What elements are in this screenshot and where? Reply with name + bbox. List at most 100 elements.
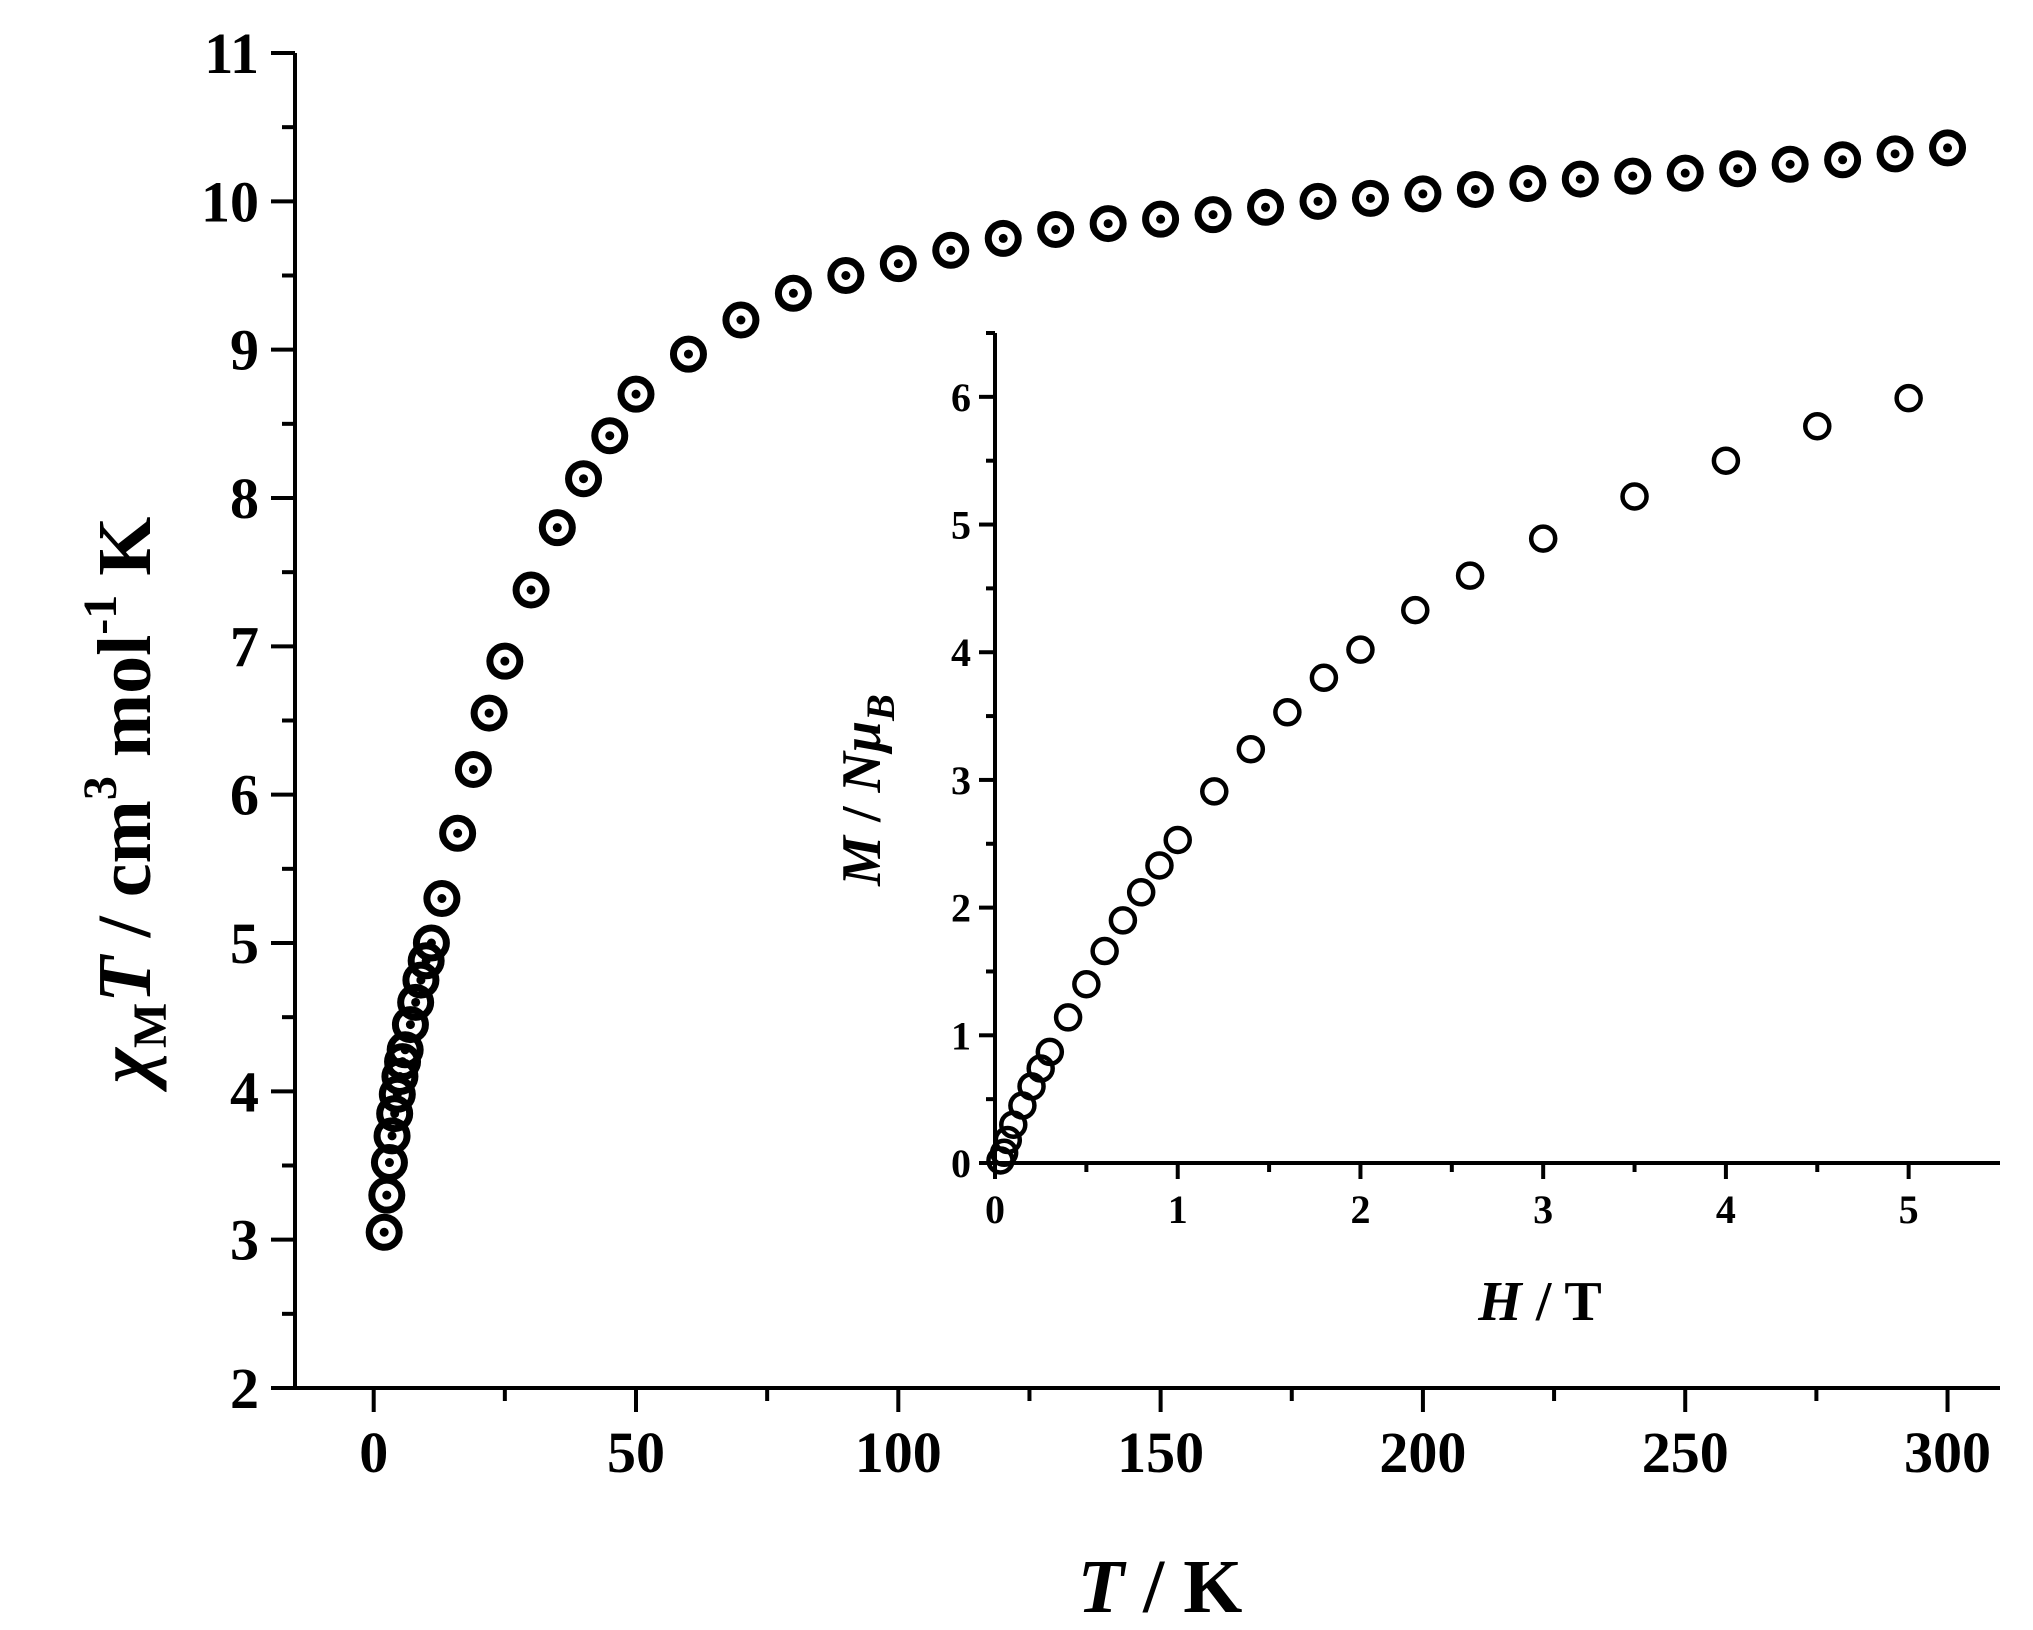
inset-data-point xyxy=(1108,906,1138,935)
inset-axes: 0 1 2 3 4 5 0 1 2 3 4 5 6 xyxy=(951,331,2000,1232)
main-data-point xyxy=(827,257,865,294)
inset-data-point xyxy=(1200,777,1229,806)
main-data-point xyxy=(1247,188,1285,226)
main-data-point xyxy=(368,1176,406,1214)
main-x-tick-label: 200 xyxy=(1379,1420,1466,1485)
inset-x-tick-label: 1 xyxy=(1168,1187,1188,1232)
main-data-point xyxy=(397,983,435,1021)
main-data-point xyxy=(391,1006,429,1044)
main-x-tick-label: 50 xyxy=(607,1420,665,1485)
inset-data-point xyxy=(1455,561,1485,590)
main-data-points xyxy=(365,129,1967,1251)
inset-y-tick-label: 1 xyxy=(951,1013,971,1058)
inset-data-point xyxy=(1236,735,1266,764)
main-data-point xyxy=(538,509,576,547)
inset-data-point xyxy=(1126,878,1156,907)
main-x-tick-label: 0 xyxy=(359,1420,388,1485)
main-x-tick-label: 250 xyxy=(1642,1420,1729,1485)
inset-data-point xyxy=(1273,697,1302,727)
main-data-point xyxy=(386,1031,424,1069)
main-data-point xyxy=(1037,211,1075,249)
inset-data-point xyxy=(1401,595,1430,625)
inset-data-point xyxy=(993,1125,1023,1155)
inset-data-point xyxy=(1803,411,1832,441)
main-data-point xyxy=(373,1117,411,1155)
main-data-point xyxy=(1929,129,1967,167)
inset-data-point xyxy=(1053,1003,1083,1032)
main-data-point xyxy=(565,460,603,498)
inset-x-tick-label: 2 xyxy=(1350,1187,1370,1232)
main-data-point xyxy=(1089,205,1127,243)
main-data-point xyxy=(1404,175,1442,213)
main-data-point xyxy=(591,417,629,455)
main-data-point xyxy=(1509,165,1547,203)
inset-x-tick-label: 4 xyxy=(1716,1187,1736,1232)
main-data-point xyxy=(1351,179,1389,217)
main-x-tick-label: 100 xyxy=(855,1420,942,1485)
inset-x-tick-label: 0 xyxy=(985,1187,1005,1232)
main-y-axis-title: χMT / cm3 mol-1 K xyxy=(74,517,177,1093)
main-data-point xyxy=(984,219,1022,257)
main-x-tick-label: 150 xyxy=(1117,1420,1204,1485)
inset-y-tick-label: 6 xyxy=(951,375,971,420)
main-data-point xyxy=(1876,135,1914,173)
inset-x-tick-label: 3 xyxy=(1533,1187,1553,1232)
inset-data-point xyxy=(1711,446,1741,475)
main-data-point xyxy=(669,335,707,373)
main-data-point xyxy=(439,814,477,852)
inset-data-point xyxy=(989,1138,1019,1168)
main-data-point xyxy=(1194,196,1232,234)
inset-y-tick-label: 2 xyxy=(951,886,971,931)
inset-data-point xyxy=(1346,635,1375,664)
main-data-point xyxy=(365,1213,403,1251)
main-data-point xyxy=(1299,182,1337,220)
main-data-point xyxy=(1561,160,1599,198)
main-x-axis-title: T / K xyxy=(1078,1545,1243,1629)
inset-y-tick-label: 4 xyxy=(951,630,971,675)
main-y-tick-label: 10 xyxy=(201,169,259,234)
inset-x-axis-title: H / T xyxy=(1477,1271,1601,1333)
main-data-point xyxy=(512,571,550,609)
main-y-tick-label: 2 xyxy=(230,1356,259,1421)
main-data-point xyxy=(879,245,917,283)
inset-x-tick-label: 5 xyxy=(1899,1187,1919,1232)
main-data-point xyxy=(470,694,508,732)
inset-data-point xyxy=(1090,936,1119,966)
inset-data-point xyxy=(1145,851,1174,880)
main-data-point xyxy=(1456,170,1494,208)
inset-data-point xyxy=(1894,383,1923,413)
main-y-tick-label: 3 xyxy=(230,1208,259,1273)
main-data-point xyxy=(1719,150,1757,188)
inset-data-point xyxy=(1163,825,1192,855)
main-y-tick-label: 5 xyxy=(230,911,259,976)
main-data-point xyxy=(1614,157,1652,195)
main-y-tick-label: 8 xyxy=(230,466,259,531)
main-data-point xyxy=(617,375,655,413)
inset-data-points xyxy=(986,383,1923,1175)
main-y-tick-label: 6 xyxy=(230,763,259,828)
inset-data-point xyxy=(1528,524,1558,553)
main-data-point xyxy=(1142,200,1180,238)
main-data-point xyxy=(1666,154,1704,192)
main-y-tick-label: 4 xyxy=(230,1059,259,1124)
main-y-tick-label: 9 xyxy=(230,318,259,383)
main-data-point xyxy=(1771,145,1809,183)
inset-data-point xyxy=(1035,1037,1065,1067)
inset-data-point xyxy=(1072,969,1101,999)
main-y-tick-label: 7 xyxy=(230,614,259,679)
main-data-point xyxy=(486,642,524,680)
main-y-tick-label: 11 xyxy=(204,21,259,86)
main-data-point xyxy=(423,880,461,917)
main-x-tick-label: 300 xyxy=(1904,1420,1991,1485)
main-data-point xyxy=(932,231,970,269)
inset-y-tick-label: 5 xyxy=(951,503,971,548)
main-data-point xyxy=(774,274,812,312)
main-data-point xyxy=(722,301,760,339)
inset-y-axis-title: M / NμB xyxy=(831,694,903,887)
main-data-point xyxy=(1824,141,1862,179)
inset-y-tick-label: 0 xyxy=(951,1141,971,1186)
inset-data-point xyxy=(1620,482,1649,511)
inset-data-point xyxy=(1309,663,1339,693)
